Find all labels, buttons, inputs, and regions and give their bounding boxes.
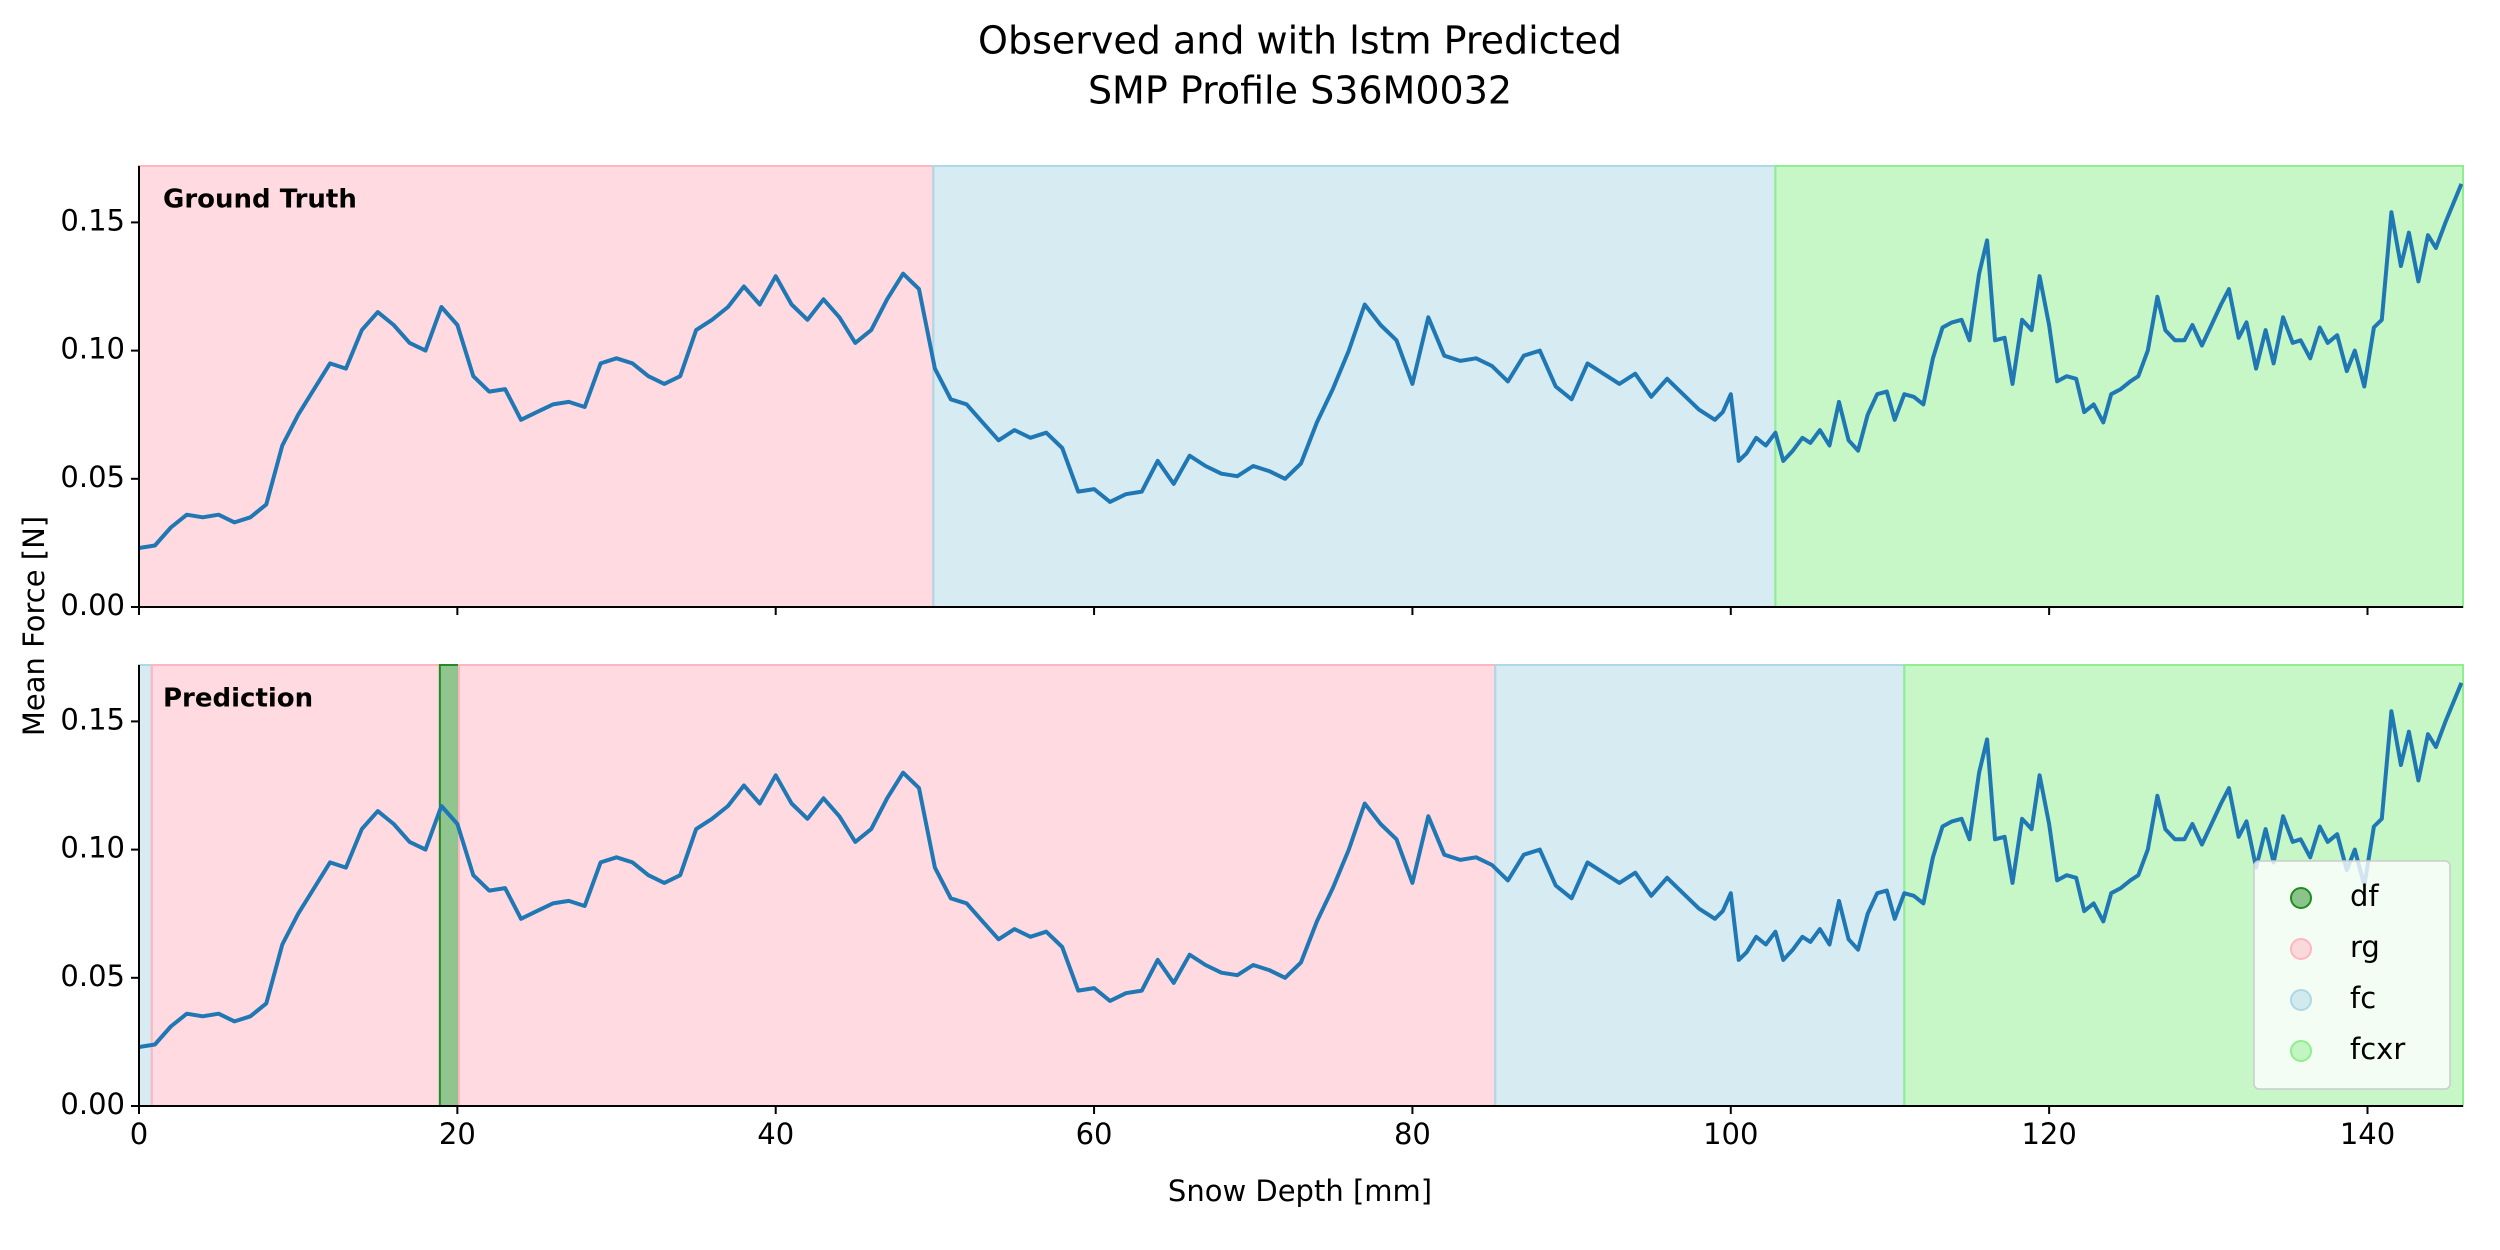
x-tick-label: 0 <box>130 1117 148 1151</box>
x-tick-label: 20 <box>439 1117 476 1151</box>
x-tick-label: 40 <box>757 1117 794 1151</box>
legend-box <box>2253 860 2451 1090</box>
title-line: SMP Profile S36M0032 <box>1088 69 1512 113</box>
class-band <box>932 165 1777 608</box>
title-line: Observed and with lstm Predicted <box>978 19 1622 63</box>
x-tick-label: 120 <box>2021 1117 2076 1151</box>
y-tick-label: 0.10 <box>60 332 125 366</box>
x-axis-label: Snow Depth [mm] <box>1168 1174 1432 1208</box>
y-axis-label: Mean Force [N] <box>17 516 51 736</box>
y-tick-label: 0.00 <box>60 588 125 622</box>
legend-marker <box>2290 938 2312 960</box>
legend-marker <box>2290 887 2312 909</box>
y-tick-label: 0.15 <box>60 702 125 736</box>
data-line <box>139 682 2463 1049</box>
class-band <box>438 664 460 1107</box>
class-band <box>1774 165 2464 608</box>
panel-label: Ground Truth <box>163 185 357 215</box>
y-tick-label: 0.05 <box>60 460 125 494</box>
legend-marker <box>2290 1040 2312 1062</box>
x-tick-label: 80 <box>1394 1117 1431 1151</box>
panel-label: Prediction <box>163 684 313 714</box>
x-tick-label: 140 <box>2340 1117 2395 1151</box>
legend-label: rg <box>2350 930 2380 964</box>
y-tick-label: 0.00 <box>60 1087 125 1121</box>
panel: 0.00 0.05 0.10 0.15 0 20 40 60 80 100 120 140 Predic… <box>60 664 2464 1151</box>
y-tick-label: 0.05 <box>60 959 125 993</box>
class-band <box>150 664 441 1107</box>
panel: 0.00 0.05 0.10 0.15 Ground Truth <box>60 165 2464 622</box>
legend-label: fcxr <box>2350 1032 2405 1066</box>
class-band <box>138 165 935 608</box>
class-band <box>1494 664 1906 1107</box>
legend-label: df <box>2350 879 2379 913</box>
class-band <box>457 664 1497 1107</box>
x-tick-label: 60 <box>1076 1117 1113 1151</box>
legend-marker <box>2290 989 2312 1011</box>
y-tick-label: 0.15 <box>60 203 125 237</box>
class-band <box>138 664 153 1107</box>
y-tick-label: 0.10 <box>60 831 125 865</box>
data-line <box>139 183 2463 550</box>
x-tick-label: 100 <box>1703 1117 1758 1151</box>
legend-label: fc <box>2350 981 2376 1015</box>
